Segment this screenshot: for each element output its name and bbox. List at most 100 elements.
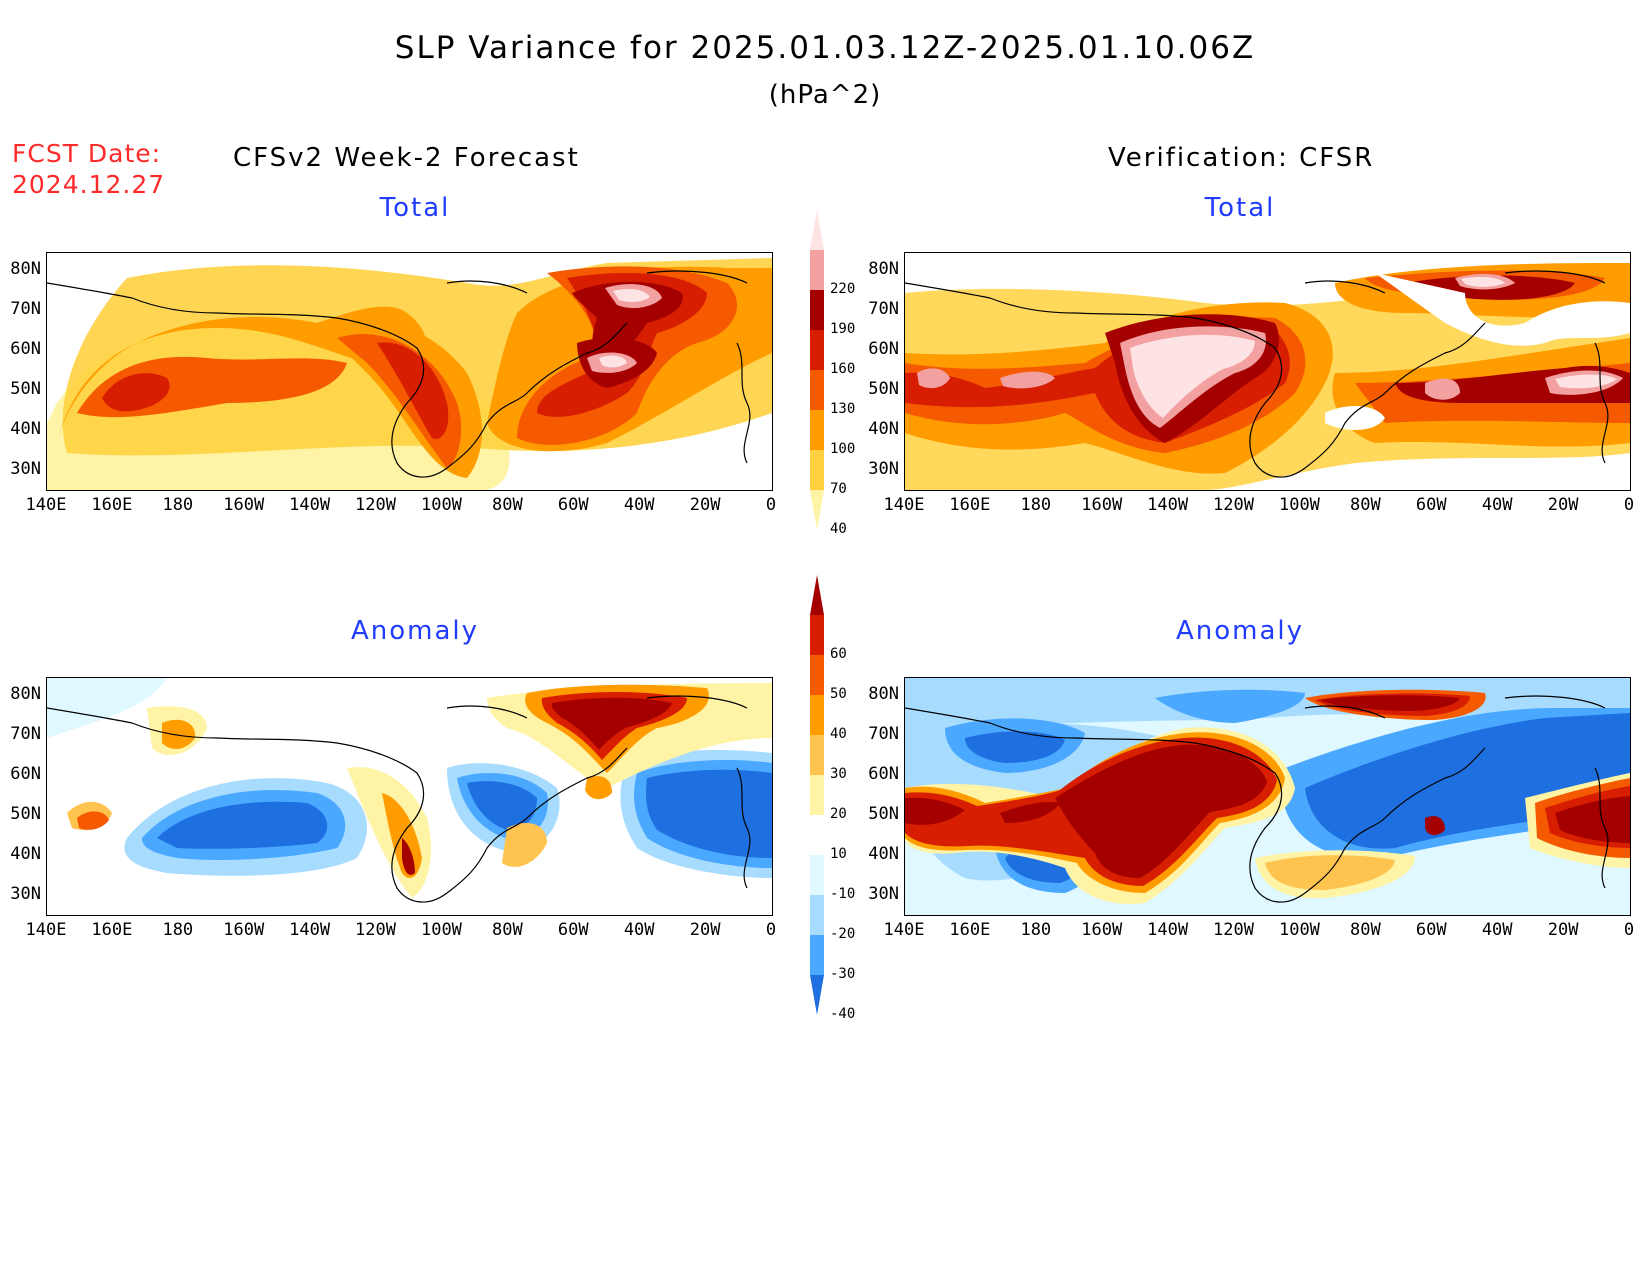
colorbar-total-label: 130 — [830, 401, 856, 417]
lat-tick-label: 80N — [868, 684, 899, 704]
panel-title-anom-right: Anomaly — [1175, 616, 1305, 646]
lon-tick-label: 160W — [223, 920, 265, 940]
lon-tick-label: 140W — [1147, 920, 1189, 940]
panel-title-total-right: Total — [1204, 193, 1276, 223]
lon-tick-label: 120W — [1213, 495, 1254, 515]
lat-tick-label: 70N — [10, 299, 41, 319]
lon-tick-label: 100W — [1278, 495, 1320, 515]
colorbar-anomaly-label: 50 — [830, 686, 847, 702]
left-column-title: CFSv2 Week-2 Forecast — [233, 143, 580, 173]
lon-tick-label: 40W — [623, 920, 655, 940]
map-anomaly-forecast — [46, 677, 773, 916]
lon-tick-label: 180 — [162, 495, 194, 515]
lat-tick-label: 40N — [868, 419, 899, 439]
colorbar-anomaly-label: 10 — [830, 846, 847, 862]
units-label: (hPa^2) — [768, 80, 882, 110]
fcst-date-label: FCST Date: — [12, 139, 162, 168]
lon-tick-label: 20W — [689, 920, 721, 940]
lon-tick-label: 140E — [883, 920, 925, 940]
colorbar-anomaly-label: 60 — [830, 646, 847, 662]
lat-tick-label: 30N — [868, 459, 899, 479]
lat-tick-label: 30N — [868, 884, 899, 904]
colorbar-total-top-arrow — [810, 210, 824, 250]
lon-tick-label: 140E — [25, 495, 67, 515]
lon-tick-label: 80W — [492, 920, 523, 940]
lat-tick-label: 70N — [868, 299, 899, 319]
lon-tick-label: 0 — [765, 920, 777, 940]
colorbar-total-swatch — [810, 370, 824, 410]
lon-tick-label: 100W — [420, 495, 462, 515]
map-total-verification — [904, 252, 1631, 491]
lon-tick-label: 100W — [420, 920, 462, 940]
lon-tick-label: 120W — [355, 495, 396, 515]
fcst-date-value: 2024.12.27 — [12, 170, 166, 199]
lat-tick-label: 50N — [10, 804, 41, 824]
colorbar-total-swatch — [810, 410, 824, 450]
lat-tick-label: 60N — [868, 764, 899, 784]
colorbar-anomaly-label: -30 — [830, 966, 856, 982]
lon-tick-label: 0 — [1623, 495, 1635, 515]
colorbar-total-label: 70 — [830, 481, 847, 497]
lat-tick-label: 70N — [868, 724, 899, 744]
lon-tick-label: 60W — [1415, 920, 1447, 940]
lon-tick-label: 60W — [557, 920, 589, 940]
colorbar-anomaly-bottom-arrow — [810, 975, 824, 1015]
colorbar-total-label: 190 — [830, 321, 856, 337]
colorbar-anomaly-swatch — [810, 695, 824, 735]
lat-tick-label: 80N — [10, 259, 41, 279]
colorbar-total-label: 160 — [830, 361, 856, 377]
lon-tick-label: 160E — [949, 920, 991, 940]
lat-tick-label: 40N — [10, 844, 41, 864]
right-column-title: Verification: CFSR — [1108, 143, 1375, 173]
lon-tick-label: 20W — [689, 495, 721, 515]
colorbar-anomaly — [810, 575, 870, 1025]
colorbar-anomaly-label: -20 — [830, 926, 856, 942]
lon-tick-label: 100W — [1278, 920, 1320, 940]
colorbar-anomaly-label: -40 — [830, 1006, 856, 1022]
colorbar-anomaly-label: 40 — [830, 726, 847, 742]
lon-tick-label: 180 — [1020, 495, 1052, 515]
lon-tick-label: 180 — [162, 920, 194, 940]
colorbar-total-swatch — [810, 250, 824, 290]
panel-title-anom-left: Anomaly — [350, 616, 480, 646]
panel-title-total-left: Total — [379, 193, 451, 223]
lat-tick-label: 40N — [868, 844, 899, 864]
lon-tick-label: 20W — [1547, 495, 1579, 515]
lon-tick-label: 40W — [623, 495, 655, 515]
lat-tick-label: 40N — [10, 419, 41, 439]
main-title: SLP Variance for 2025.01.03.12Z-2025.01.… — [394, 30, 1256, 66]
lon-tick-label: 40W — [1481, 920, 1513, 940]
colorbar-total-label: 40 — [830, 521, 847, 537]
colorbar-anomaly-label: -10 — [830, 886, 856, 902]
lon-tick-label: 140W — [289, 495, 331, 515]
lon-tick-label: 0 — [1623, 920, 1635, 940]
lat-tick-label: 60N — [868, 339, 899, 359]
lat-tick-label: 50N — [868, 804, 899, 824]
lat-tick-label: 80N — [868, 259, 899, 279]
colorbar-anomaly-swatch — [810, 815, 824, 855]
lon-tick-label: 160E — [949, 495, 991, 515]
colorbar-total-swatch — [810, 290, 824, 330]
lat-tick-label: 60N — [10, 764, 41, 784]
lat-tick-label: 60N — [10, 339, 41, 359]
lon-tick-label: 60W — [1415, 495, 1447, 515]
lon-tick-label: 160W — [1081, 495, 1123, 515]
lat-tick-label: 50N — [868, 379, 899, 399]
lon-tick-label: 80W — [492, 495, 523, 515]
colorbar-anomaly-swatch — [810, 935, 824, 975]
colorbar-total-label: 100 — [830, 441, 856, 457]
lon-tick-label: 160W — [1081, 920, 1123, 940]
lon-tick-label: 160W — [223, 495, 265, 515]
colorbar-anomaly-label: 30 — [830, 766, 847, 782]
colorbar-anomaly-top-arrow — [810, 575, 824, 615]
lat-tick-label: 50N — [10, 379, 41, 399]
lat-tick-label: 30N — [10, 884, 41, 904]
colorbar-total — [810, 210, 870, 540]
lon-tick-label: 40W — [1481, 495, 1513, 515]
colorbar-anomaly-swatch — [810, 655, 824, 695]
lon-tick-label: 0 — [765, 495, 777, 515]
colorbar-total-bottom-arrow — [810, 490, 824, 530]
lon-tick-label: 160E — [91, 920, 133, 940]
lon-tick-label: 140E — [883, 495, 925, 515]
lon-tick-label: 140E — [25, 920, 67, 940]
